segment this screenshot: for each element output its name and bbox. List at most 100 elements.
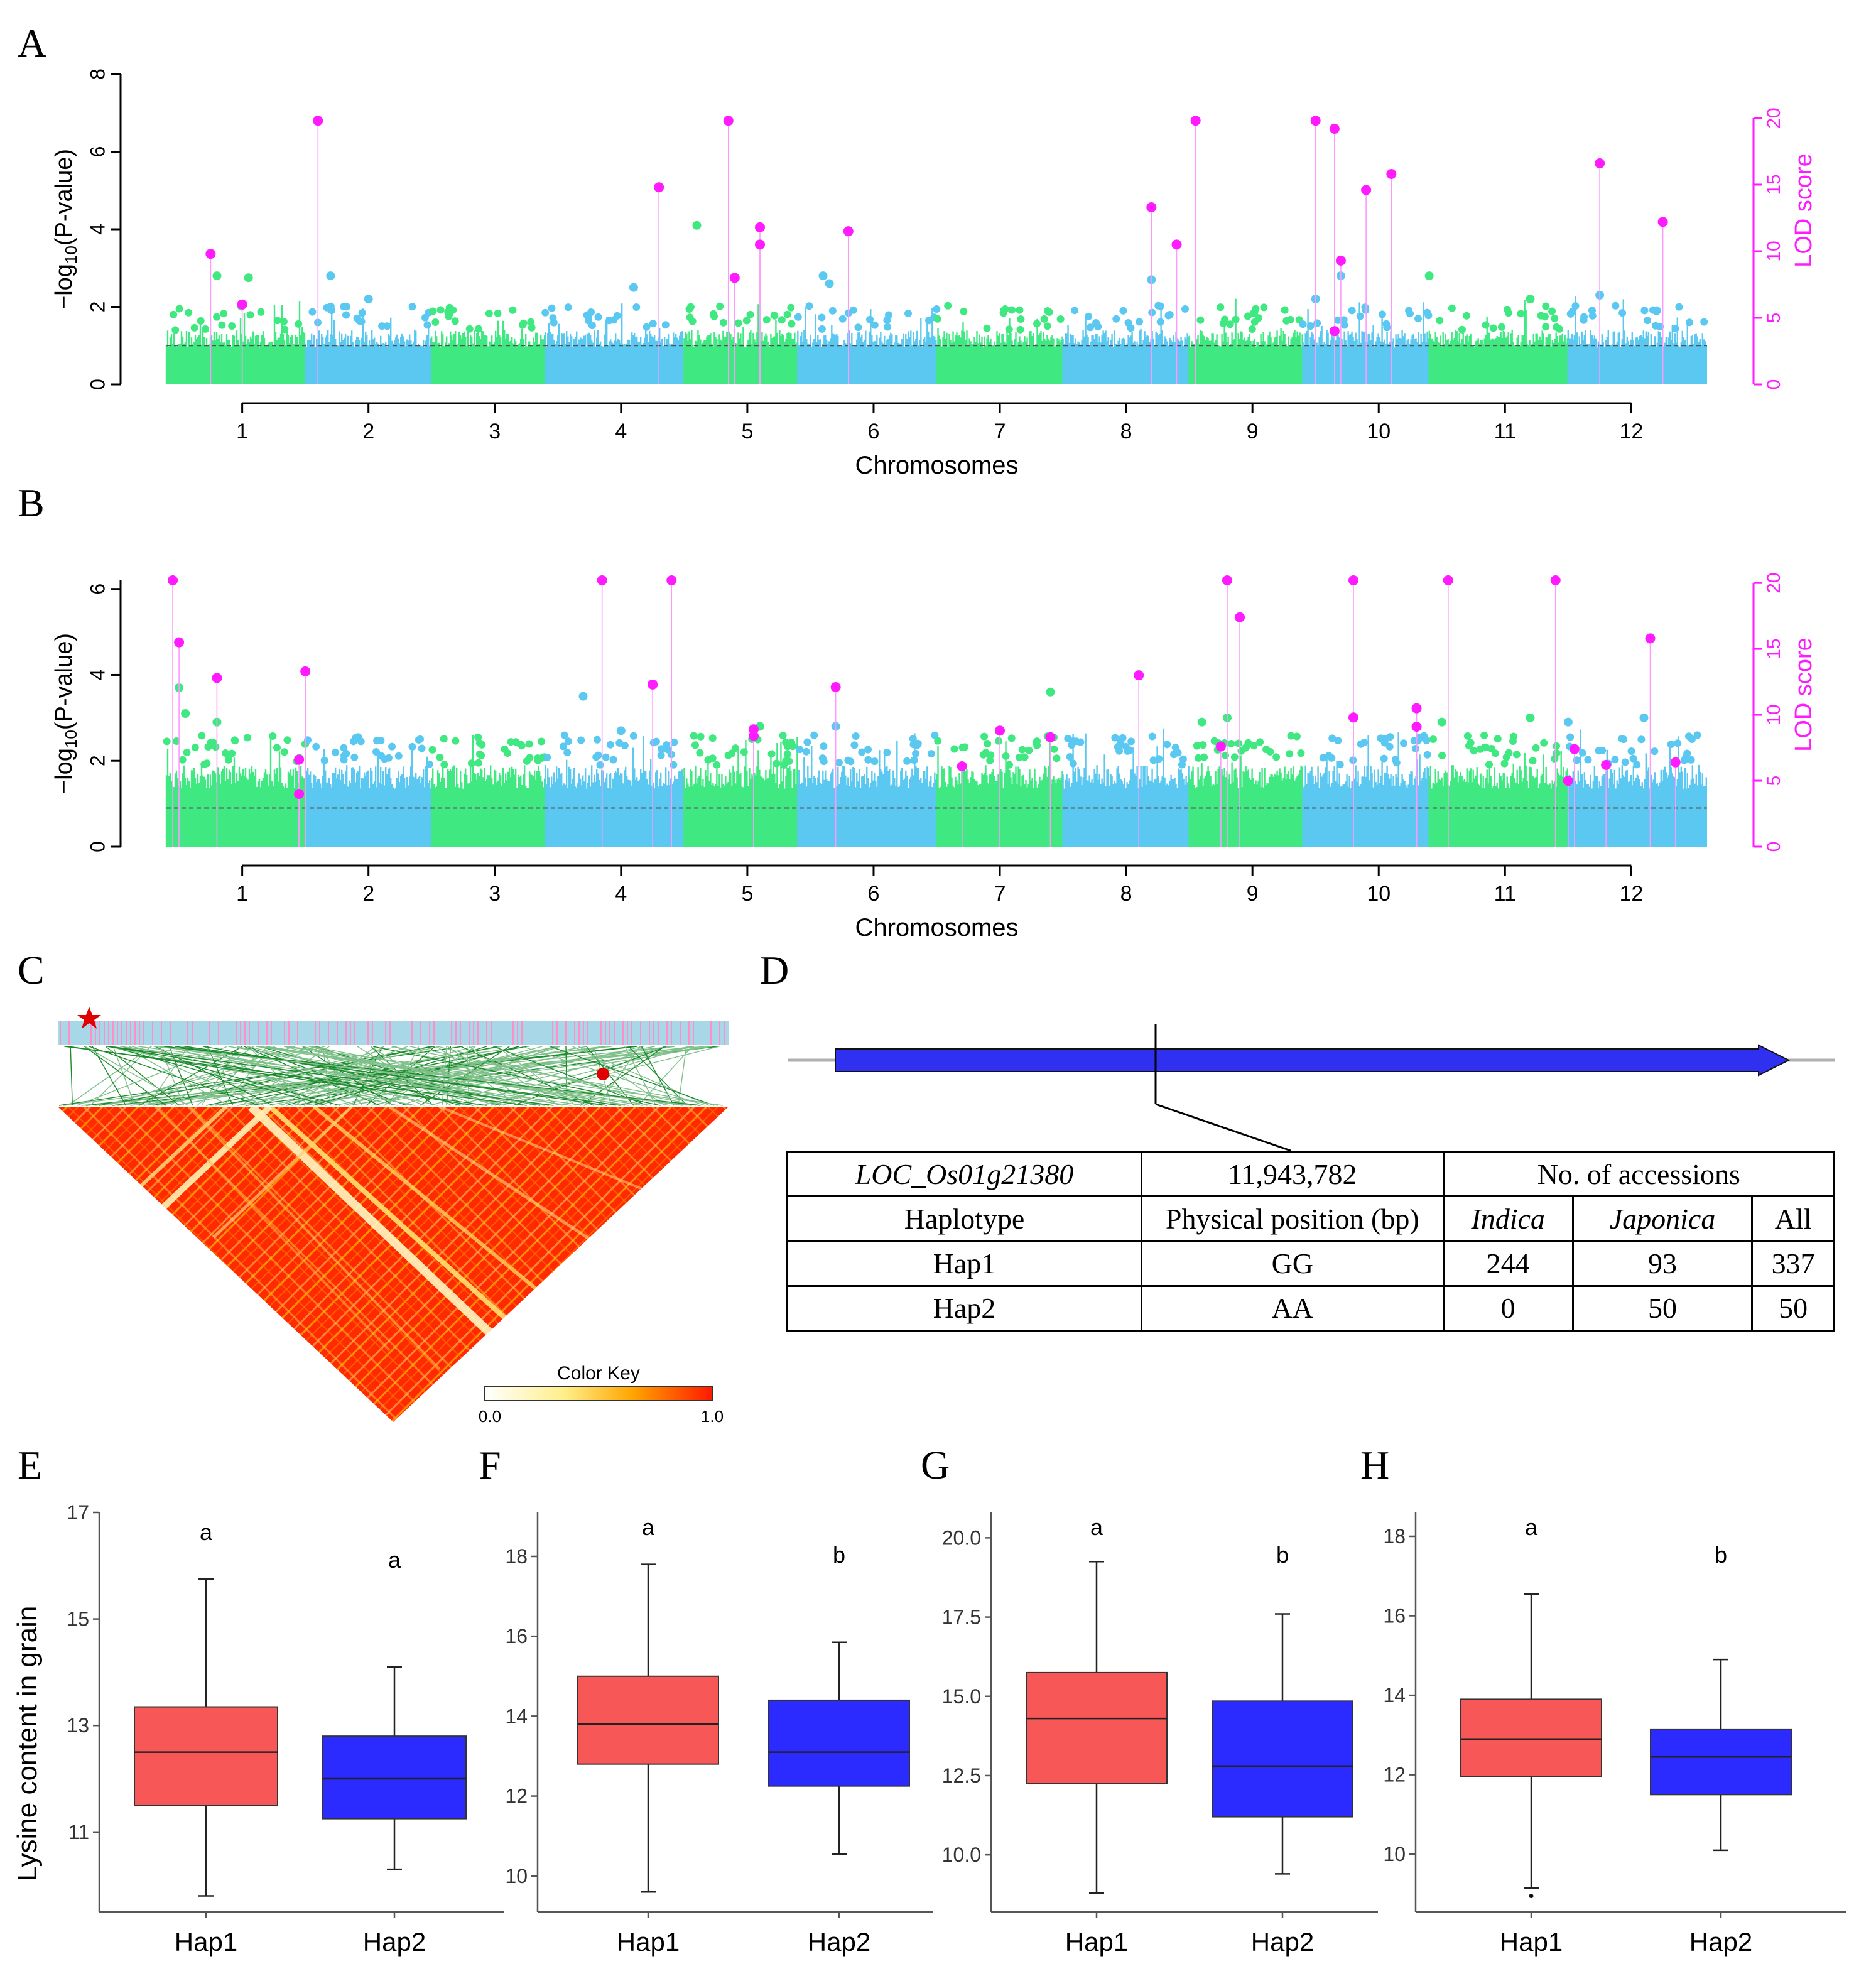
snp-point [1112,315,1120,323]
snp-point [1226,320,1234,328]
cell-haplotype: Hap1 [786,1240,1142,1287]
y-tick-label: 2 [86,755,109,766]
snp-point [657,751,665,759]
ld-connector [120,1046,572,1106]
snp-point [170,310,178,318]
lod-point [748,730,759,741]
lod-point [237,299,247,310]
snp-point [1148,732,1156,741]
snp-point [913,741,921,749]
top-snp-point [616,726,626,735]
y2-axis-label: LOD score [1791,153,1817,268]
snp-point [783,750,791,758]
snp-point [686,313,694,322]
lod-point [174,637,185,648]
snp-point [1612,301,1620,310]
snp-point [1494,735,1502,743]
cell-haplotype: Hap2 [786,1284,1142,1332]
color-key-max-label: 1.0 [701,1407,724,1426]
lod-point [1134,670,1144,681]
y-axis-left: 0 2 4 6 −log10(P-value) [51,580,122,852]
snp-point [1328,754,1336,762]
color-key-title: Color Key [557,1363,640,1384]
snp-point [1671,325,1679,333]
lod-point [1563,776,1573,786]
snp-point [1136,318,1144,326]
snp-point [295,320,303,328]
y-tick-label: 18 [1383,1525,1406,1548]
ld-connector [89,1046,260,1106]
ld-connector [164,1046,701,1106]
snp-point [1154,301,1163,310]
snp-point [690,732,698,740]
snp-point [866,315,874,323]
snp-point [224,756,232,764]
gene-model-panel [788,1024,1835,1152]
y-axis-label: Lysine content in grain [12,1606,43,1882]
snp-callout-line [1155,1103,1291,1152]
ld-connector [168,1046,193,1106]
snp-point [228,749,236,757]
lod-point [212,673,222,683]
snp-point [474,325,482,333]
snp-point [864,746,872,754]
ld-connector [107,1046,416,1106]
snp-point [1297,749,1305,757]
snp-point [1356,312,1364,320]
color-key-min-label: 0.0 [479,1407,501,1426]
snp-point [523,757,531,765]
x-tick-label: 1 [236,882,248,906]
snp-point [429,307,437,315]
x-tick-label: 6 [868,420,880,443]
snp-point [783,310,791,318]
top-snp-point [818,271,828,281]
snp-point [1685,732,1693,741]
ld-connector [391,1046,718,1106]
snp-position-cell: 11,943,782 [1141,1150,1445,1198]
snp-point [1505,749,1513,757]
snp-point [767,750,776,758]
snp-point [171,326,180,334]
snp-point [257,308,265,316]
y-tick-label: 12 [505,1785,528,1808]
lod-point [300,666,311,676]
snp-point [1114,743,1122,751]
snp-point [209,739,217,747]
snp-point [734,319,742,327]
ld-connector [678,1046,687,1106]
significance-letter: b [1276,1542,1289,1568]
y-tick-label: 12 [1383,1764,1406,1786]
snp-point [1644,317,1651,325]
accessions-header-cell: No. of accessions [1442,1150,1836,1198]
snp-point [696,749,704,757]
snp-point [273,317,281,325]
ld-connector [70,1046,73,1106]
snp-point [653,737,660,746]
snp-point [1313,319,1321,327]
snp-point [1400,739,1407,747]
x-tick-label: 9 [1247,882,1259,906]
snp-point [213,313,221,321]
snp-point [1319,754,1327,762]
snp-point [632,303,641,311]
y2-tick-label: 15 [1764,174,1784,195]
snp-point [1056,315,1065,323]
snp-point [436,753,444,761]
color-key-bar [484,1386,713,1401]
snp-point [1017,315,1025,323]
top-snp-point [1197,717,1206,727]
x-tick-label: 4 [615,882,627,906]
x-tick-label: 7 [994,882,1006,906]
ld-connector [286,1046,487,1106]
snp-point [408,742,416,751]
x-tick-label: 11 [1494,882,1516,906]
snp-point [1553,742,1561,750]
snp-point [1025,746,1033,754]
snp-point [670,761,678,769]
snp-point [933,305,941,313]
y-tick-label: 12.5 [942,1764,981,1787]
snp-point [1584,756,1592,764]
snp-point [436,306,445,314]
snp-point [548,304,556,312]
snp-point [691,741,699,749]
